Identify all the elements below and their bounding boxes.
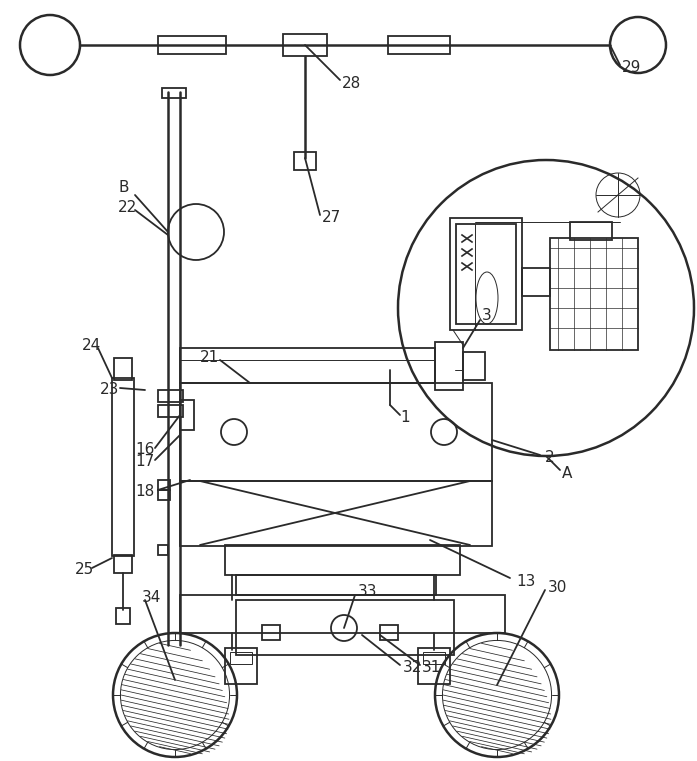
Text: 23: 23 bbox=[100, 383, 119, 397]
Text: 17: 17 bbox=[135, 454, 154, 470]
Bar bbox=[570, 222, 612, 240]
Bar bbox=[225, 648, 257, 684]
Bar bbox=[158, 490, 170, 500]
Bar bbox=[550, 238, 638, 350]
Bar bbox=[180, 348, 435, 383]
Text: 34: 34 bbox=[142, 591, 162, 606]
Text: 1: 1 bbox=[400, 410, 410, 425]
Text: 18: 18 bbox=[135, 485, 154, 499]
Bar bbox=[388, 36, 450, 54]
Text: 13: 13 bbox=[516, 575, 535, 590]
Text: 21: 21 bbox=[200, 351, 220, 365]
Text: 24: 24 bbox=[82, 337, 101, 352]
Text: 33: 33 bbox=[358, 584, 378, 600]
Bar bbox=[418, 648, 450, 684]
Bar bbox=[114, 555, 132, 573]
Bar bbox=[262, 625, 280, 640]
Bar bbox=[180, 481, 492, 546]
Bar bbox=[423, 652, 445, 664]
Text: 2: 2 bbox=[545, 451, 555, 466]
Bar bbox=[162, 88, 186, 98]
Text: 30: 30 bbox=[548, 581, 567, 596]
Bar bbox=[158, 545, 168, 555]
Text: 27: 27 bbox=[322, 211, 342, 225]
Bar bbox=[236, 575, 436, 595]
Bar bbox=[180, 400, 194, 430]
Bar bbox=[180, 595, 505, 633]
Bar bbox=[463, 352, 485, 380]
Bar bbox=[158, 36, 226, 54]
Bar bbox=[112, 378, 134, 556]
Text: 16: 16 bbox=[135, 442, 154, 457]
Bar bbox=[158, 390, 183, 402]
Bar bbox=[114, 358, 132, 380]
Text: 32: 32 bbox=[403, 661, 422, 676]
Bar bbox=[283, 34, 327, 56]
Bar bbox=[450, 218, 522, 330]
Text: 3: 3 bbox=[482, 307, 492, 323]
Text: 25: 25 bbox=[75, 562, 94, 578]
Bar bbox=[180, 383, 492, 481]
Text: 29: 29 bbox=[622, 61, 641, 75]
Text: 22: 22 bbox=[118, 200, 137, 215]
Text: B: B bbox=[118, 180, 128, 196]
Bar bbox=[158, 480, 170, 490]
Text: 28: 28 bbox=[342, 75, 361, 91]
Bar bbox=[230, 652, 252, 664]
Bar bbox=[456, 224, 516, 324]
Bar bbox=[116, 608, 130, 624]
Bar bbox=[522, 268, 550, 296]
Bar bbox=[236, 600, 454, 655]
Bar bbox=[380, 625, 398, 640]
Bar bbox=[225, 545, 460, 575]
Bar bbox=[158, 405, 183, 417]
Text: A: A bbox=[562, 466, 572, 480]
Bar bbox=[435, 342, 463, 390]
Bar bbox=[294, 152, 316, 170]
Text: 31: 31 bbox=[422, 661, 441, 676]
